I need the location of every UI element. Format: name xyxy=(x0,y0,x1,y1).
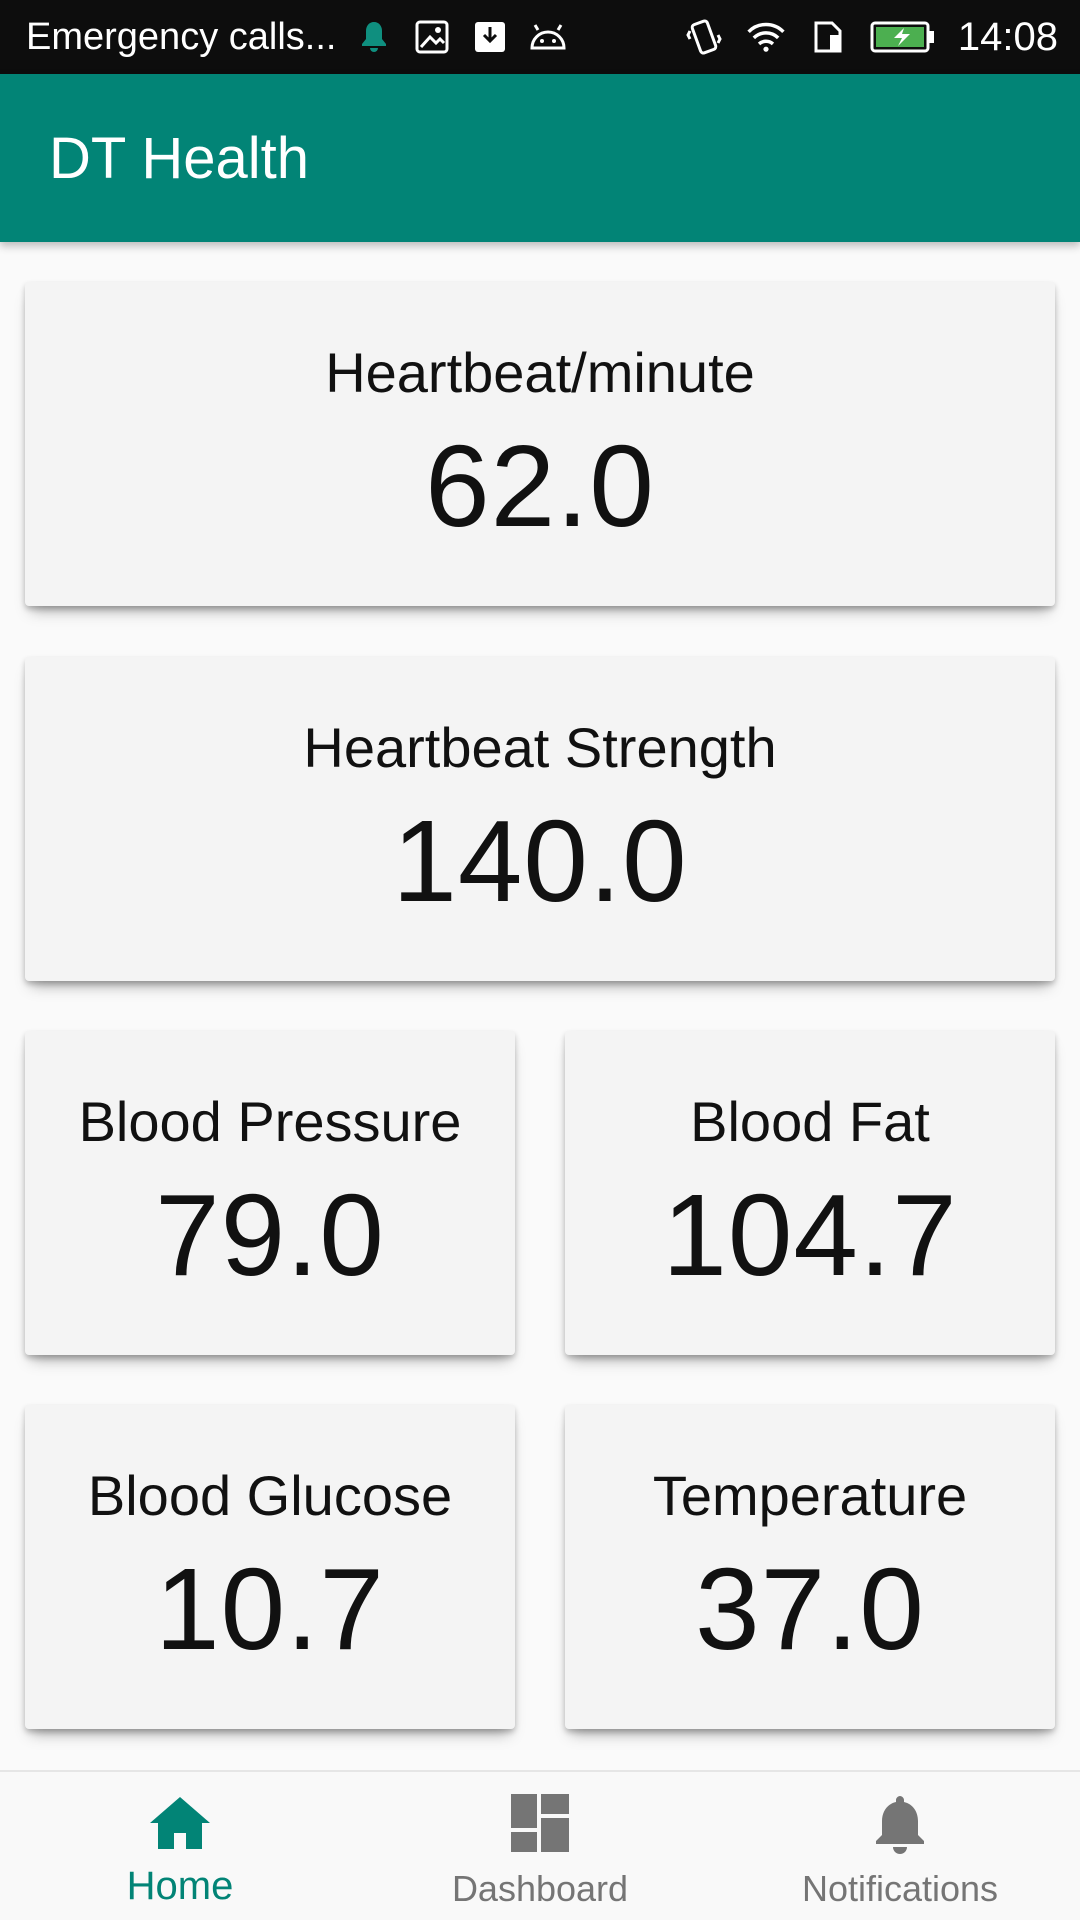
temperature-card[interactable]: Temperature 37.0 xyxy=(565,1405,1055,1729)
blood-pressure-card[interactable]: Blood Pressure 79.0 xyxy=(25,1031,515,1355)
status-notification-text: Emergency calls... xyxy=(26,15,337,58)
heartbeat-strength-label: Heartbeat Strength xyxy=(303,716,777,779)
blood-fat-value: 104.7 xyxy=(662,1170,958,1300)
heartbeat-label: Heartbeat/minute xyxy=(325,341,755,404)
temperature-label: Temperature xyxy=(652,1464,968,1527)
status-right: 14:08 xyxy=(684,15,1058,60)
heartbeat-strength-value: 140.0 xyxy=(392,796,688,926)
sim-icon xyxy=(808,17,848,57)
blood-pressure-label: Blood Pressure xyxy=(78,1090,462,1153)
dashboard-icon xyxy=(505,1790,575,1856)
status-bar: Emergency calls... 14:08 xyxy=(0,0,1080,74)
blood-pressure-value: 79.0 xyxy=(155,1170,385,1300)
nav-label-notifications: Notifications xyxy=(801,1868,999,1909)
blood-fat-label: Blood Fat xyxy=(690,1090,930,1153)
heartbeat-value: 62.0 xyxy=(425,421,655,551)
home-icon xyxy=(145,1790,215,1856)
bottom-navigation: Home Dashboard Notifications xyxy=(0,1770,1080,1920)
status-time: 14:08 xyxy=(957,14,1058,59)
status-left: Emergency calls... xyxy=(26,16,684,59)
image-icon xyxy=(412,17,452,57)
nav-item-home[interactable]: Home xyxy=(0,1772,360,1920)
blood-glucose-card[interactable]: Blood Glucose 10.7 xyxy=(25,1405,515,1729)
download-icon xyxy=(470,17,510,57)
nav-item-dashboard[interactable]: Dashboard xyxy=(360,1772,720,1920)
nav-item-notifications[interactable]: Notifications xyxy=(720,1772,1080,1920)
blood-glucose-label: Blood Glucose xyxy=(87,1464,453,1527)
bell-icon xyxy=(354,17,394,57)
wifi-icon xyxy=(746,17,786,57)
blood-fat-card[interactable]: Blood Fat 104.7 xyxy=(565,1031,1055,1355)
battery-charging-icon xyxy=(870,17,936,57)
nav-label-home: Home xyxy=(126,1864,234,1908)
app-bar: DT Health xyxy=(0,74,1080,242)
app-title: DT Health xyxy=(49,125,310,191)
bell-icon xyxy=(865,1790,935,1856)
nav-label-dashboard: Dashboard xyxy=(451,1868,629,1909)
temperature-value: 37.0 xyxy=(695,1544,925,1674)
android-icon xyxy=(528,17,568,57)
heartbeat-card[interactable]: Heartbeat/minute 62.0 xyxy=(25,282,1055,606)
vibrate-icon xyxy=(684,17,724,57)
blood-glucose-value: 10.7 xyxy=(155,1544,385,1674)
heartbeat-strength-card[interactable]: Heartbeat Strength 140.0 xyxy=(25,657,1055,981)
